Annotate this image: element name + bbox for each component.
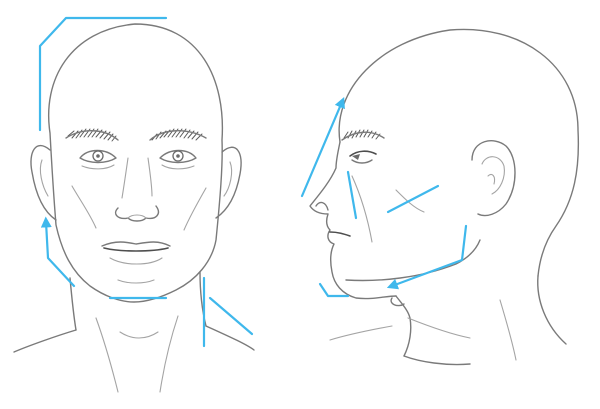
side-back-neck [537,275,567,345]
front-mouth [101,241,171,265]
front-view-head [13,23,255,393]
side-face-profile [309,141,397,300]
side-jaw-guide [386,224,468,290]
front-guides [38,16,254,348]
side-guides [300,96,468,298]
front-left-eye [79,149,117,170]
side-nostril [315,201,329,211]
front-right-cheek [183,187,207,231]
front-shoulder-guide [208,296,254,336]
front-neck-shoulders [13,271,255,393]
side-ear [471,140,516,217]
side-forehead-guide [300,96,345,198]
front-right-ear [215,146,242,219]
front-head-outline [48,23,224,303]
side-mouth [329,231,351,237]
front-left-ear [30,144,57,221]
side-head-outline [338,28,580,277]
front-nose [114,157,160,222]
side-eyebrow [341,129,385,141]
front-jaw-guide-left [40,216,76,288]
side-jaw-line [345,239,481,282]
front-right-eye [159,149,197,170]
side-chin-guide [318,282,350,298]
side-cheek-guide [346,170,358,220]
side-eye [349,150,377,164]
front-cranium-guide [38,16,168,132]
side-throat [395,295,412,357]
side-view-head [309,28,580,366]
front-left-cheek [71,185,97,229]
side-cheekbone-guide [386,184,440,214]
front-chin-crease [117,279,155,284]
front-eyebrows [65,128,207,142]
